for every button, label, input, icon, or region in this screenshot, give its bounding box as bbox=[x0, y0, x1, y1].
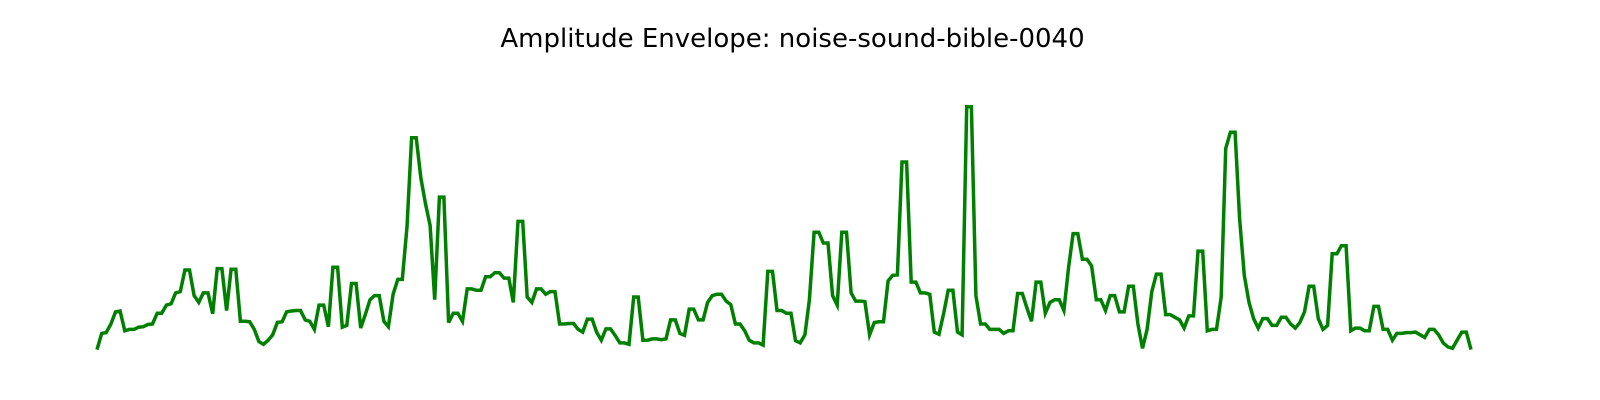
chart-title: Amplitude Envelope: noise-sound-bible-00… bbox=[500, 24, 1085, 54]
series-layer bbox=[95, 104, 1473, 351]
envelope-line bbox=[95, 104, 1473, 351]
